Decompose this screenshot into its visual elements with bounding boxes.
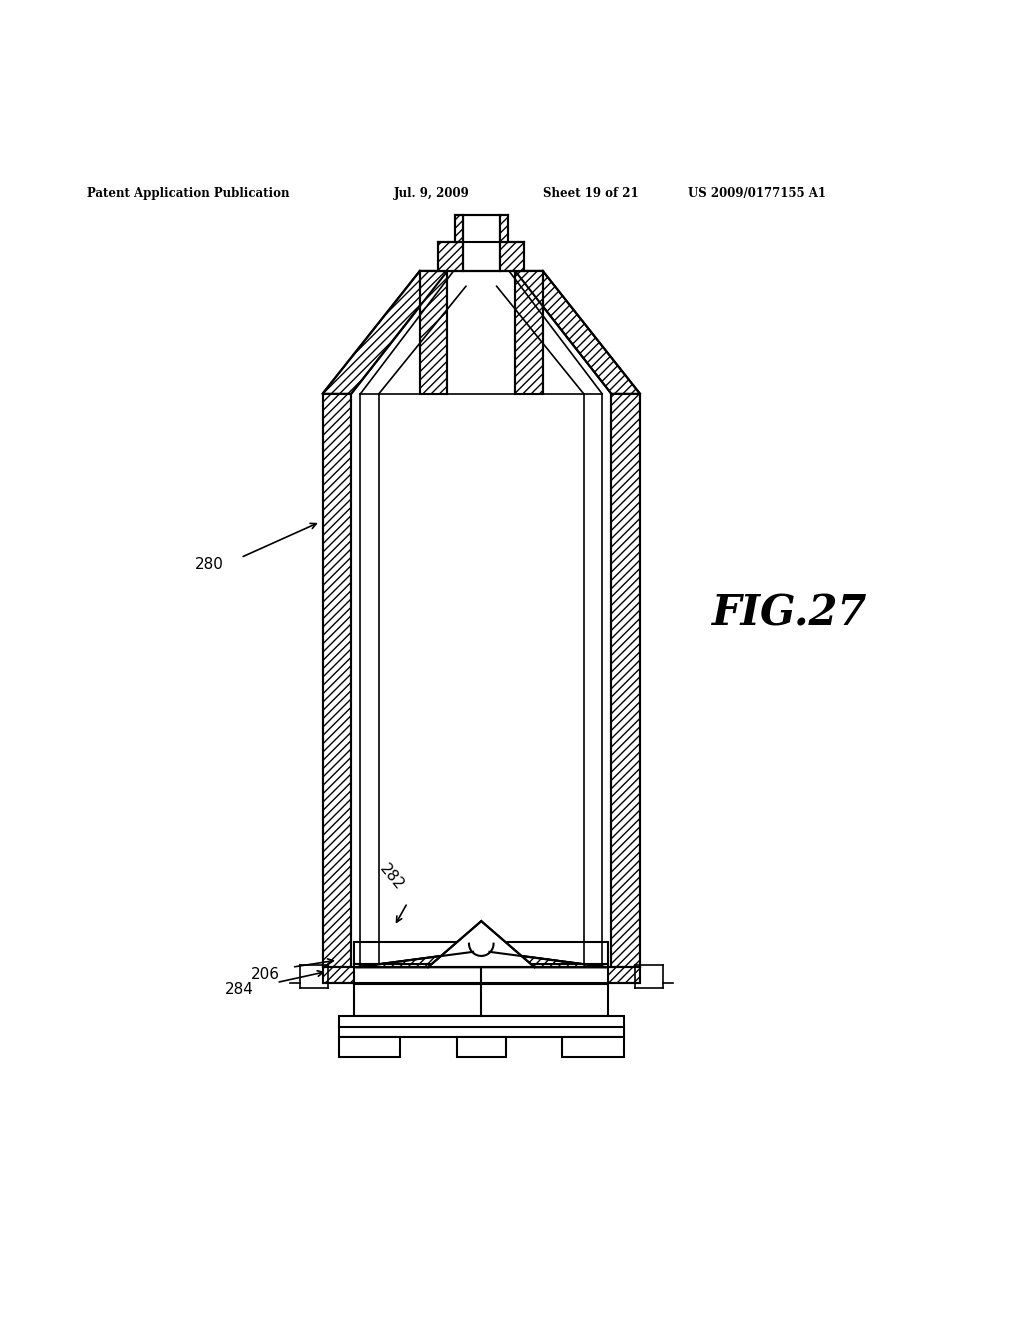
- Polygon shape: [339, 1036, 400, 1057]
- Polygon shape: [515, 271, 640, 393]
- Polygon shape: [455, 215, 463, 242]
- Text: US 2009/0177155 A1: US 2009/0177155 A1: [688, 187, 826, 199]
- Text: Sheet 19 of 21: Sheet 19 of 21: [543, 187, 638, 199]
- Text: 206: 206: [251, 966, 280, 982]
- Polygon shape: [323, 271, 447, 393]
- Polygon shape: [500, 242, 524, 271]
- Polygon shape: [323, 393, 351, 968]
- Polygon shape: [354, 941, 608, 1016]
- Text: 284: 284: [225, 982, 254, 997]
- Text: 280: 280: [195, 557, 223, 573]
- Polygon shape: [356, 933, 481, 968]
- Polygon shape: [356, 932, 606, 968]
- Polygon shape: [611, 393, 640, 968]
- Text: Patent Application Publication: Patent Application Publication: [87, 187, 290, 199]
- Polygon shape: [339, 1016, 624, 1036]
- Polygon shape: [420, 271, 447, 393]
- Polygon shape: [515, 271, 543, 393]
- Polygon shape: [457, 1036, 506, 1057]
- Polygon shape: [438, 242, 463, 271]
- Polygon shape: [500, 215, 508, 242]
- Polygon shape: [562, 1036, 624, 1057]
- Text: Jul. 9, 2009: Jul. 9, 2009: [394, 187, 470, 199]
- Polygon shape: [463, 215, 500, 271]
- Polygon shape: [481, 933, 606, 968]
- Text: FIG.27: FIG.27: [712, 593, 867, 635]
- Polygon shape: [428, 921, 535, 968]
- Polygon shape: [323, 968, 640, 982]
- Text: 282: 282: [377, 862, 407, 894]
